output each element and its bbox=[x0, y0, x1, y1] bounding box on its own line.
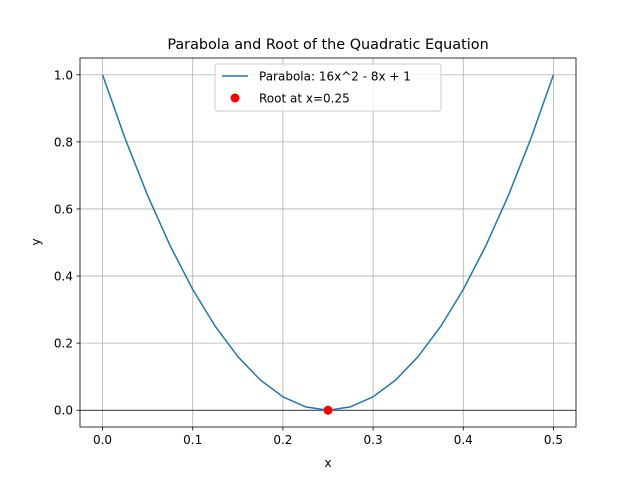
legend-entry-root: Root at x=0.25 bbox=[259, 92, 350, 106]
y-tick-label: 0.8 bbox=[54, 135, 73, 149]
y-tick-label: 0.4 bbox=[54, 270, 73, 284]
legend-box bbox=[214, 63, 442, 112]
x-tick-label: 0.1 bbox=[183, 433, 202, 447]
series bbox=[101, 74, 555, 415]
y-axis-label: y bbox=[29, 238, 43, 245]
legend-entry-parabola: Parabola: 16x^2 - 8x + 1 bbox=[259, 70, 411, 84]
legend: Parabola: 16x^2 - 8x + 1 Root at x=0.25 bbox=[214, 63, 442, 112]
x-tick-label: 0.0 bbox=[93, 433, 112, 447]
plot-frame bbox=[79, 57, 577, 428]
x-axis-label: x bbox=[324, 456, 331, 470]
root-point bbox=[323, 405, 333, 415]
grid bbox=[80, 58, 576, 427]
y-tick-label: 0.0 bbox=[54, 404, 73, 418]
x-tick-label: 0.5 bbox=[544, 433, 563, 447]
x-tick-label: 0.3 bbox=[364, 433, 383, 447]
y-tick-label: 0.2 bbox=[54, 337, 73, 351]
y-tick-label: 0.6 bbox=[54, 202, 73, 216]
x-tick-label: 0.2 bbox=[273, 433, 292, 447]
chart-title: Parabola and Root of the Quadratic Equat… bbox=[167, 37, 488, 53]
y-tick-label: 1.0 bbox=[54, 68, 73, 82]
x-tick-label: 0.4 bbox=[454, 433, 473, 447]
legend-marker-swatch bbox=[230, 93, 240, 103]
ticks: 0.0 0.1 0.2 0.3 0.4 0.5 0.0 0.2 0.4 0.6 0.8 1.0 bbox=[54, 68, 563, 447]
